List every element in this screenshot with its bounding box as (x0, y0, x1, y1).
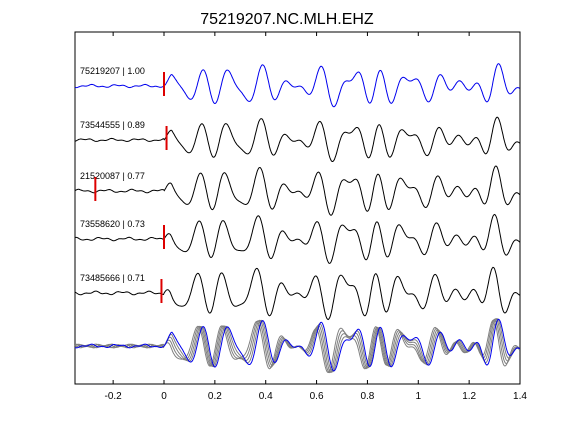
x-tick-label: -0.2 (105, 391, 123, 402)
x-tick-label: 1.4 (513, 391, 527, 402)
trace-line (74, 165, 521, 216)
x-tick-label: 0.2 (208, 391, 222, 402)
stacked-traces (74, 318, 521, 374)
trace-2: 73544555 | 0.89 (74, 116, 521, 162)
x-tick-label: 1.2 (462, 391, 476, 402)
x-axis: -0.2 0 0.2 0.4 0.6 0.8 1 1.2 1.4 (105, 32, 527, 402)
trace-label: 75219207 | 1.00 (80, 66, 145, 76)
traces-layer: 75219207 | 1.00 73544555 | 0.89 21520087 |… (74, 63, 521, 321)
trace-1: 75219207 | 1.00 (74, 63, 521, 108)
plot-frame (74, 31, 521, 385)
trace-label: 21520087 | 0.77 (80, 171, 145, 181)
trace-label: 73558620 | 0.73 (80, 219, 145, 229)
trace-line (74, 213, 521, 264)
trace-line (74, 63, 521, 108)
stack-trace-1 (74, 318, 521, 372)
x-tick-label: 0.6 (310, 391, 324, 402)
x-tick-label: 0.8 (360, 391, 374, 402)
trace-line (74, 266, 521, 321)
trace-label: 73544555 | 0.89 (80, 120, 145, 130)
trace-label: 73485666 | 0.71 (80, 273, 145, 283)
trace-5: 73485666 | 0.71 (74, 266, 521, 321)
x-tick-label: 1 (416, 391, 422, 402)
trace-line (74, 116, 521, 162)
x-tick-label: 0 (161, 391, 167, 402)
chart-title: 75219207.NC.MLH.EHZ (200, 11, 374, 28)
trace-3: 21520087 | 0.77 (74, 165, 521, 216)
x-tick-label: 0.4 (259, 391, 273, 402)
trace-4: 73558620 | 0.73 (74, 213, 521, 264)
